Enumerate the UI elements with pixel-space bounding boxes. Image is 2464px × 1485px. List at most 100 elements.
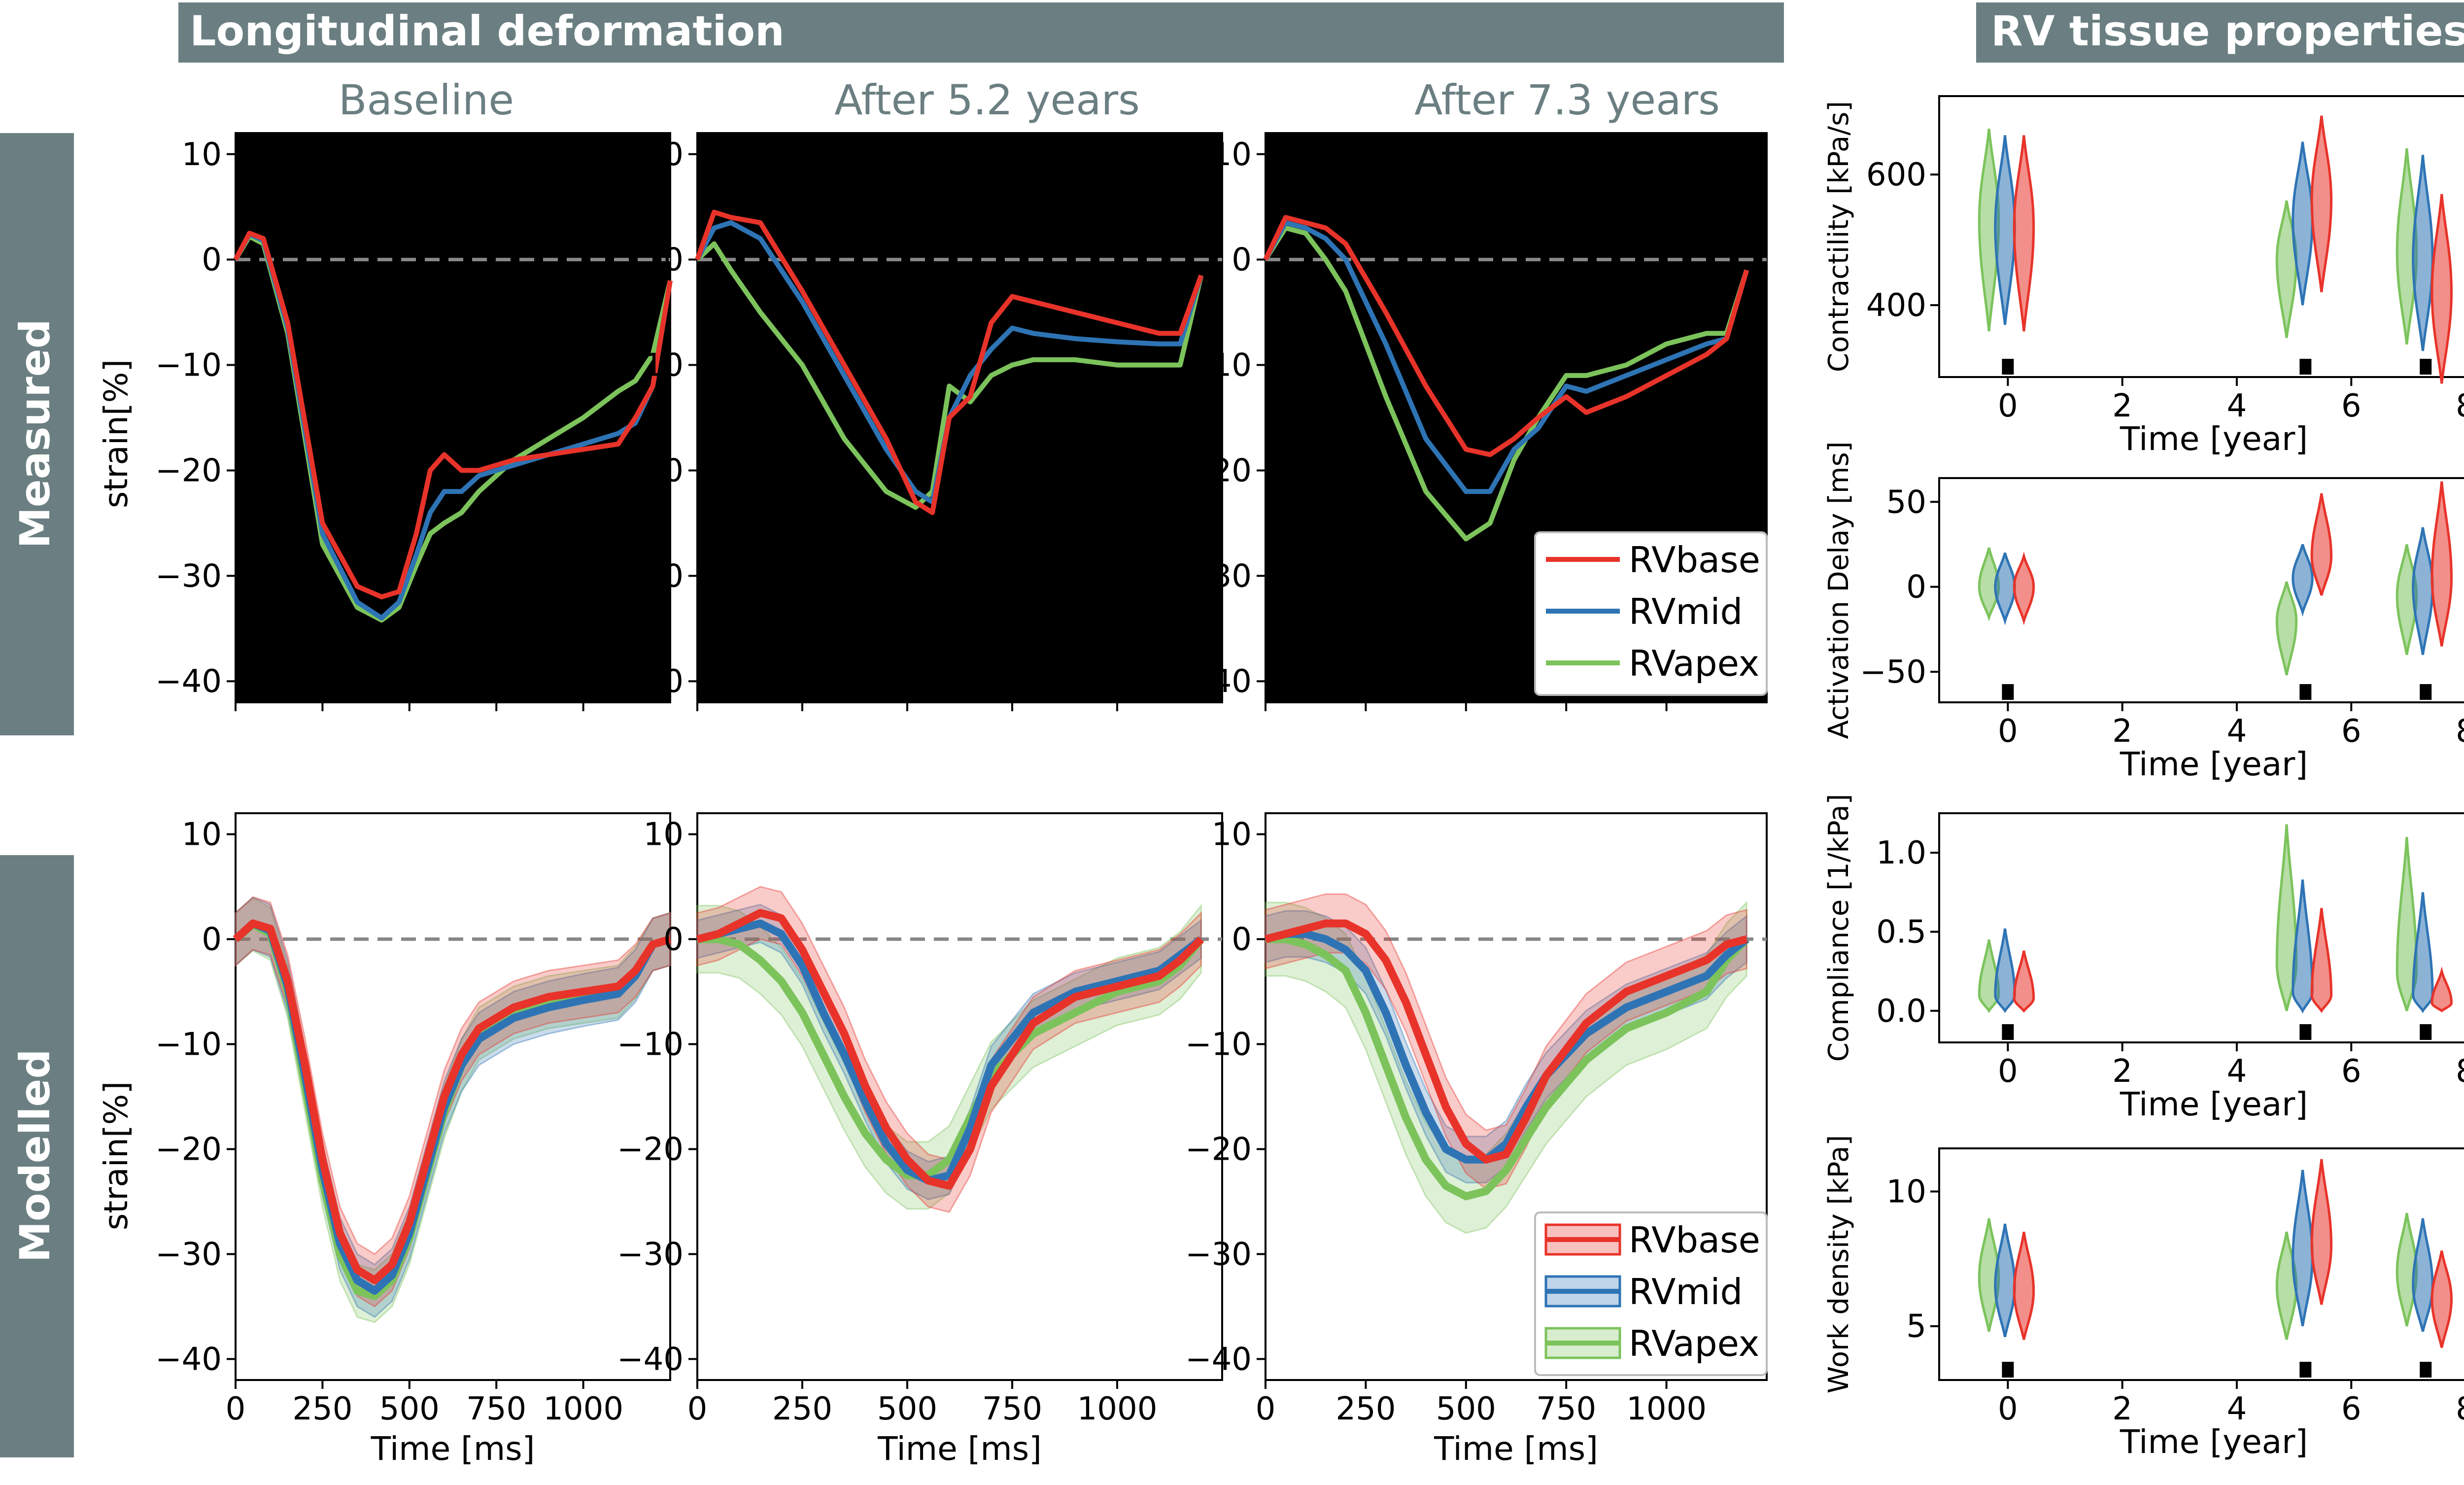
violin-RVapex <box>2275 581 2298 676</box>
ytick-label: 0 <box>1232 242 1252 278</box>
xtick-label: 0 <box>1998 1053 2018 1090</box>
xtick-label: 8 <box>2456 1391 2464 1427</box>
xtick-label: 4 <box>2227 1391 2247 1427</box>
xtick-label: 2 <box>2112 1391 2132 1427</box>
time-marker <box>2002 684 2014 700</box>
plot-area <box>696 132 1223 703</box>
ytick-label: 0.5 <box>1876 914 1926 951</box>
ytick-label: −40 <box>1185 663 1252 700</box>
ytick-label: −10 <box>617 347 684 384</box>
violin-RVbase <box>2013 1232 2035 1340</box>
ytick-label: −10 <box>1185 1027 1252 1063</box>
series-line-RVbase <box>1263 215 1749 457</box>
series-line-RVapex <box>697 935 1204 1179</box>
xtick-label: 6 <box>2341 713 2361 750</box>
legend-modelled: RVbase RVmid RVapex <box>1534 1211 1768 1376</box>
ytick-label: 0 <box>202 242 222 278</box>
series-line-RVbase <box>695 209 1204 515</box>
violin-RVmid <box>2412 155 2434 351</box>
ytick-label: −20 <box>1185 452 1252 489</box>
ytick-label: −30 <box>617 1236 684 1273</box>
series-line-RVbase <box>696 909 1204 1190</box>
xtick-label: 4 <box>2227 713 2247 750</box>
violin-RVmid <box>2412 892 2434 1013</box>
violin-RVapex <box>1978 1218 2000 1332</box>
ytick-label: 10 <box>1212 137 1252 173</box>
violin-RVmid <box>1994 553 2016 625</box>
time-marker <box>2420 359 2432 375</box>
series-line-RVmid <box>1264 930 1749 1164</box>
violin-RVbase <box>2013 135 2035 332</box>
ytick-label: −20 <box>1185 1131 1252 1168</box>
right-header-title: RV tissue properties <box>1991 7 2464 55</box>
ytick-label: −40 <box>155 663 222 700</box>
violin-RVbase <box>2430 1250 2453 1348</box>
ylabel-measured: strain[%] <box>97 359 135 508</box>
ytick-label: 0 <box>663 922 684 958</box>
xtick-label: 500 <box>877 1391 937 1427</box>
xlabel: Time [year] <box>2120 745 2308 783</box>
xlabel: Time [ms] <box>371 1430 535 1468</box>
ytick-label: −40 <box>617 1341 684 1378</box>
xtick-label: 1000 <box>1077 1391 1158 1427</box>
violin-RVapex <box>2275 824 2298 1011</box>
column-title-5-2-years: After 5.2 years <box>834 76 1140 124</box>
column-title-baseline: Baseline <box>339 76 514 124</box>
ytick-label: 0.0 <box>1876 993 1926 1030</box>
xtick-label: 750 <box>466 1391 526 1427</box>
series-line-RVmid <box>1263 220 1749 494</box>
violin-RVbase <box>2430 481 2453 647</box>
ytick-label: −30 <box>1185 558 1252 594</box>
time-marker <box>2299 1024 2312 1040</box>
row-label-measured: Measured <box>11 319 59 549</box>
series-line-RVmid <box>696 919 1204 1185</box>
legend-label: RVbase <box>1629 539 1760 581</box>
xlabel: Time [year] <box>2120 420 2308 458</box>
xtick-label: 8 <box>2456 713 2464 750</box>
xlabel: Time [ms] <box>1434 1430 1598 1468</box>
xtick-label: 6 <box>2341 388 2361 424</box>
time-marker <box>2420 1024 2432 1040</box>
strain-panel-0-0: 10 0 −10 −20 −30 −40 <box>155 132 673 711</box>
violin-RVbase <box>2013 552 2035 625</box>
ytick-label: −30 <box>617 558 684 594</box>
right-header-bar <box>1976 2 2464 63</box>
violin-panel-3: 5 10 0 2 4 6 8 Time [year] Work density [kPa] <box>1823 1135 2464 1461</box>
time-marker <box>2299 684 2312 700</box>
violin-RVapex <box>2396 1212 2418 1327</box>
row-label-bar-measured <box>0 133 74 735</box>
strain-panel-0-2: 10 0 −10 −20 −30 −40 <box>1185 132 1768 711</box>
xtick-label: 4 <box>2227 388 2247 424</box>
series-line-RVbase <box>233 919 672 1284</box>
time-marker <box>2299 359 2312 375</box>
ytick-label: 0 <box>1906 569 1926 606</box>
plot-area <box>235 132 671 703</box>
violin-RVbase <box>2430 194 2453 384</box>
ytick-label: 400 <box>1866 287 1926 324</box>
xtick-label: 0 <box>1998 388 2018 424</box>
plot-area <box>696 812 1223 1381</box>
violin-RVbase <box>2310 115 2333 292</box>
xtick-label: 0 <box>1256 1391 1276 1427</box>
violin-RVmid <box>2292 879 2314 1014</box>
xtick-label: 2 <box>2112 388 2132 424</box>
violin-RVmid <box>1994 135 2016 325</box>
left-header-title: Longitudinal deformation <box>190 7 785 55</box>
ytick-label: 600 <box>1866 157 1926 193</box>
violin-RVmid <box>1994 928 2016 1013</box>
ytick-label: −20 <box>155 1131 222 1168</box>
time-marker <box>2002 1024 2014 1040</box>
ytick-label: −30 <box>155 1236 222 1273</box>
ytick-label: −20 <box>617 452 684 489</box>
xtick-label: 250 <box>292 1391 352 1427</box>
plot-area <box>1938 812 2464 1043</box>
xtick-label: 0 <box>226 1391 246 1427</box>
time-marker <box>2420 684 2432 700</box>
ytick-label: 10 <box>1886 1174 1926 1210</box>
left-header-bar <box>178 2 1784 63</box>
time-marker <box>2002 359 2014 375</box>
ytick-label: 0 <box>1232 922 1252 958</box>
